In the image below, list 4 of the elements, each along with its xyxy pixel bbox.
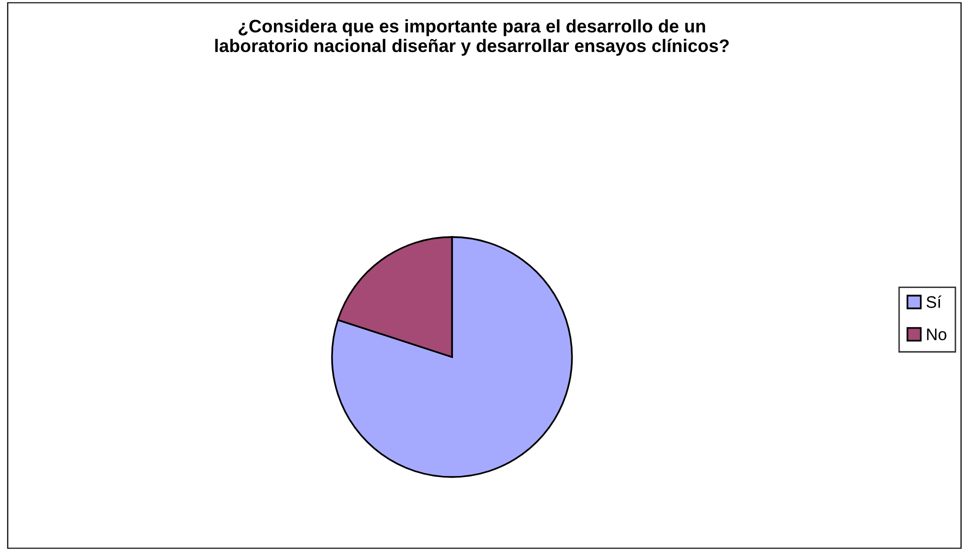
legend-label: No xyxy=(927,328,946,340)
chart-title: ¿Considera que es importante para el desarrollo de un laboratorio nacional diseñar y desarrollar ensayos clínicos? xyxy=(215,19,729,56)
legend-label: Sí xyxy=(926,296,942,308)
pie-slice xyxy=(331,236,573,478)
